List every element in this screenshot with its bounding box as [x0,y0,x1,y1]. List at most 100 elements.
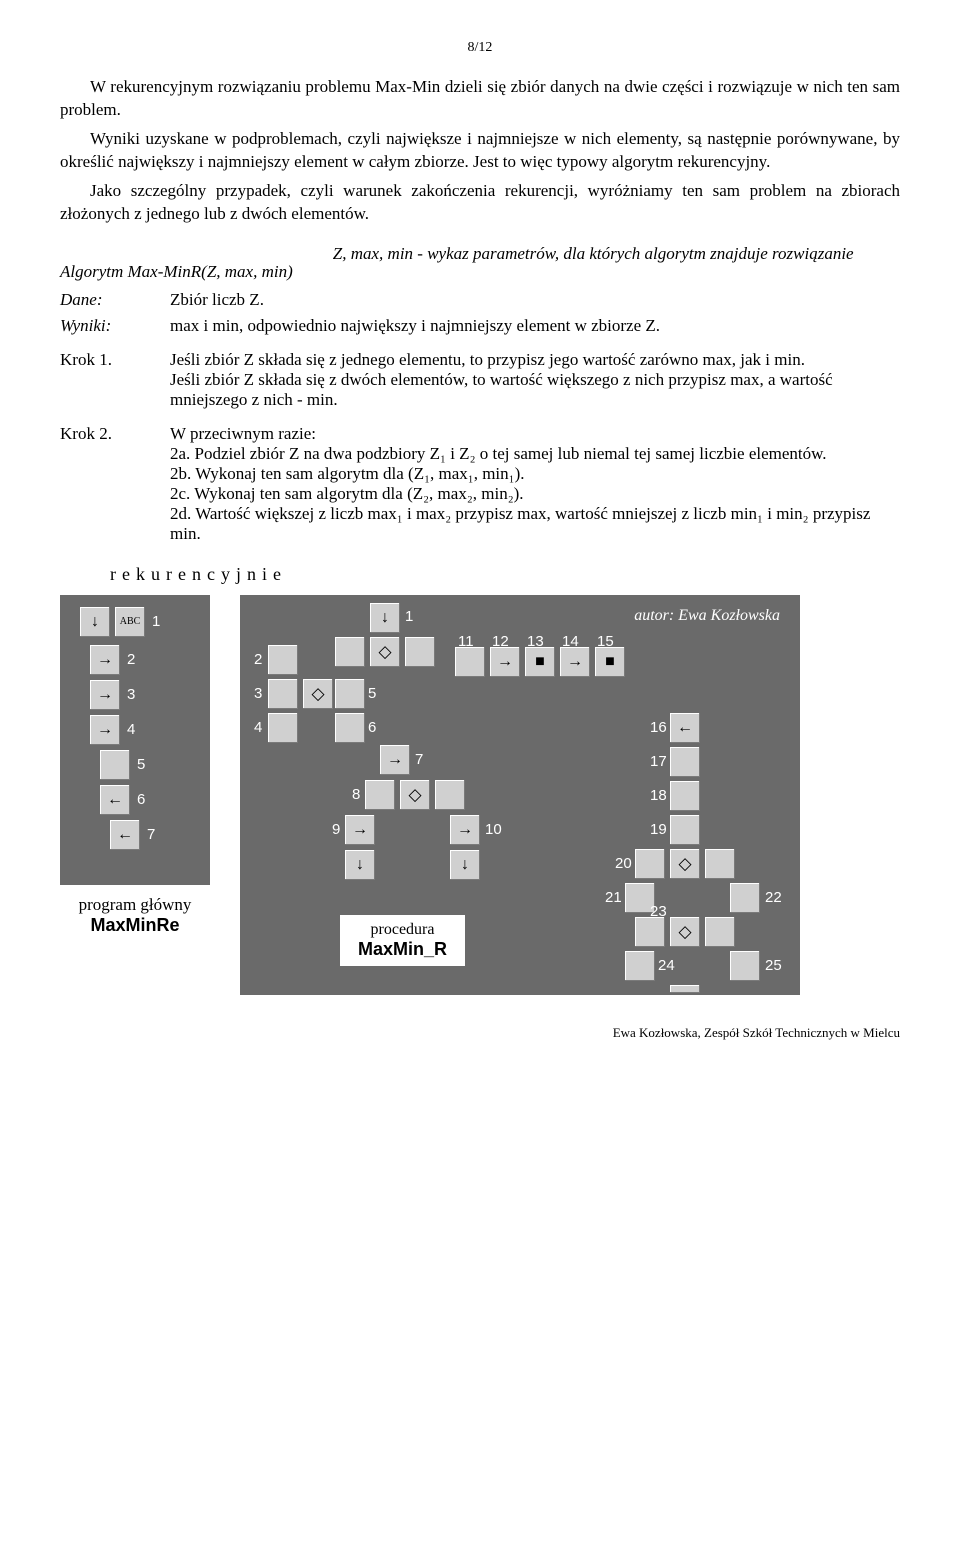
diagram-number: 17 [650,753,667,770]
diagram-number: 12 [492,633,509,650]
cell: ◇ [670,849,700,879]
cell [705,917,735,947]
cell: ↓ [450,850,480,880]
cell [268,713,298,743]
arrow-right-icon: → [90,645,120,675]
cell: → [380,745,410,775]
diagram-number: 7 [415,751,423,768]
cell: ■ [525,647,555,677]
diagram-number: 4 [127,721,135,738]
square-icon: ■ [525,647,555,677]
author-label: autor: Ewa Kozłowska [634,607,780,625]
cell [670,815,700,845]
krok1-line1: Jeśli zbiór Z składa się z jednego eleme… [170,350,805,369]
diagram-number: 6 [368,719,376,736]
diamond-icon: ◇ [670,849,700,879]
arrow-left-icon: ← [100,785,130,815]
arrow-right-icon: → [490,647,520,677]
cell [335,637,365,667]
cell: ↓ [80,607,110,637]
cell [635,917,665,947]
diagram-number: 8 [352,786,360,803]
procedure-line1: procedura [371,921,435,938]
arrow-right-icon: → [560,647,590,677]
abc-icon: ABC [115,607,145,637]
diagram-number: 21 [605,889,622,906]
diagram-number: 3 [127,686,135,703]
cell: → [90,645,120,675]
cell: → [90,680,120,710]
arrow-down-icon: ↓ [450,850,480,880]
cell: → [90,715,120,745]
cell [670,747,700,777]
diagram-number: 22 [765,889,782,906]
krok2c: 2c. Wykonaj ten sam algorytm dla (Z₂, ma… [170,484,900,504]
diagram-number: 20 [615,855,632,872]
diamond-icon: ◇ [303,679,333,709]
arrow-right-icon: → [380,745,410,775]
krok2a: 2a. Podziel zbiór Z na dwa podzbiory Z₁ … [170,444,900,464]
diagram-number: 5 [137,756,145,773]
cell [670,985,700,993]
cell: ← [670,713,700,743]
cell [625,951,655,981]
cell: ↓ [345,850,375,880]
diagram-left: ↓ ABC 1 → 2 → 3 → 4 5 ← 6 ← 7 [60,595,210,885]
dane-text: Zbiór liczb Z. [170,290,900,310]
cell: → [345,815,375,845]
cell [730,951,760,981]
cell: ■ [595,647,625,677]
diamond-icon: ◇ [400,780,430,810]
arrow-left-icon: ← [110,820,140,850]
krok1-text: Jeśli zbiór Z składa się z jednego eleme… [170,350,900,410]
cell: ◇ [670,917,700,947]
diagram-right: ↓ 1 autor: Ewa Kozłowska ◇ 11 → 12 ■ 13 … [240,595,800,995]
diagram-number: 10 [485,821,502,838]
cell: ◇ [303,679,333,709]
cell: ↓ [370,603,400,633]
diagram-number: 7 [147,826,155,843]
diagram-number: 4 [254,719,262,736]
wyniki-label: Wyniki: [60,316,150,336]
footer: Ewa Kozłowska, Zespół Szkół Technicznych… [60,1025,900,1041]
algo-note: Z, max, min - wykaz parametrów, dla któr… [333,244,854,290]
cell: ABC [115,607,145,637]
cell: ← [100,785,130,815]
cell [268,645,298,675]
program-main-line1: program główny [79,895,192,914]
diagram-number: 3 [254,685,262,702]
arrow-right-icon: → [90,680,120,710]
paragraph-3: Jako szczególny przypadek, czyli warunek… [60,180,900,226]
page-number: 8/12 [60,40,900,56]
cell [730,883,760,913]
square-icon: ■ [595,647,625,677]
krok2-intro: W przeciwnym razie: [170,424,316,443]
diagram-number: 15 [597,633,614,650]
diagram-number: 16 [650,719,667,736]
krok2-text: W przeciwnym razie: 2a. Podziel zbiór Z … [170,424,900,544]
cell: → [560,647,590,677]
diagram-number: 11 [458,633,474,650]
diagram-number: 25 [765,957,782,974]
cell [670,781,700,811]
diagram-number: 1 [152,613,160,630]
section-title: rekurencyjnie [110,564,900,585]
diagram-number: 14 [562,633,579,650]
diagram-number: 1 [405,608,413,625]
diagram-number: 9 [332,821,340,838]
wyniki-text: max i min, odpowiednio największy i najm… [170,316,900,336]
cell: → [490,647,520,677]
krok2d: 2d. Wartość większej z liczb max₁ i max₂… [170,504,900,544]
arrow-down-icon: ↓ [345,850,375,880]
krok2b: 2b. Wykonaj ten sam algorytm dla (Z₁, ma… [170,464,900,484]
cell [268,679,298,709]
diamond-icon: ◇ [670,917,700,947]
diagram-area: ↓ ABC 1 → 2 → 3 → 4 5 ← 6 ← 7 program gł… [60,595,900,995]
cell: ◇ [400,780,430,810]
arrow-left-icon: ← [670,713,700,743]
krok1-line2: Jeśli zbiór Z składa się z dwóch element… [170,370,833,409]
cell: ← [110,820,140,850]
cell [365,780,395,810]
arrow-right-icon: → [450,815,480,845]
arrow-right-icon: → [90,715,120,745]
